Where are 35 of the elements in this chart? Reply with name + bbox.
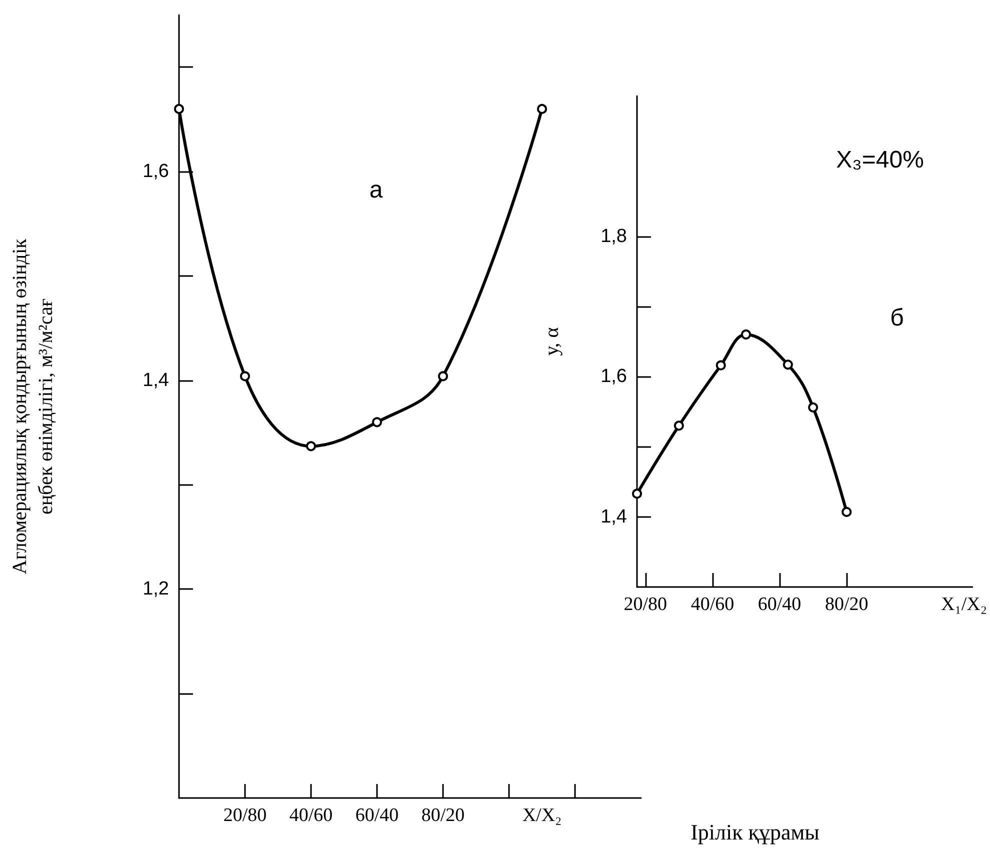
point — [782, 360, 793, 370]
x-axis-title: Ірілік құрамы — [690, 820, 820, 844]
x-tick-label: 60/40 — [758, 594, 802, 615]
point — [174, 104, 184, 114]
x-tick-label: 20/80 — [223, 805, 267, 826]
point — [808, 402, 818, 412]
x-tick-label: 80/20 — [421, 805, 465, 826]
x-tick-label: 20/80 — [624, 594, 668, 615]
x-tick-label: 40/60 — [289, 805, 333, 826]
point — [240, 371, 250, 382]
point — [716, 360, 726, 370]
y-tick-label: 1,8 — [600, 226, 627, 247]
x-tick-label: 80/20 — [824, 594, 868, 615]
y-tick-label: 1,2 — [142, 578, 169, 600]
point — [842, 506, 852, 517]
point — [537, 104, 547, 114]
point — [674, 420, 684, 431]
point — [632, 488, 642, 499]
annotation: б — [890, 304, 904, 332]
x-tick-label: X₁/X₂ — [941, 594, 988, 615]
annotation: а — [369, 176, 384, 204]
point — [741, 329, 752, 340]
point — [306, 441, 316, 452]
y-tick-label: 1,4 — [142, 370, 170, 391]
y-tick-label: 1,6 — [600, 366, 627, 388]
x-tick-label: 60/40 — [355, 805, 399, 826]
point — [438, 371, 448, 382]
y-axis-title: у, α — [541, 326, 563, 356]
x-tick-label: 40/60 — [690, 594, 734, 615]
y-tick-label: 1,4 — [600, 506, 628, 528]
x-tick-label: X/X₂ — [522, 805, 562, 826]
annotation: X₃=40% — [836, 146, 924, 174]
y-tick-label: 1,6 — [142, 161, 169, 182]
point — [372, 417, 382, 428]
y-axis-title: Агломерациялық қондырғының өзіндік еңбек өнімділігі, м³/м²сағ — [9, 238, 57, 574]
